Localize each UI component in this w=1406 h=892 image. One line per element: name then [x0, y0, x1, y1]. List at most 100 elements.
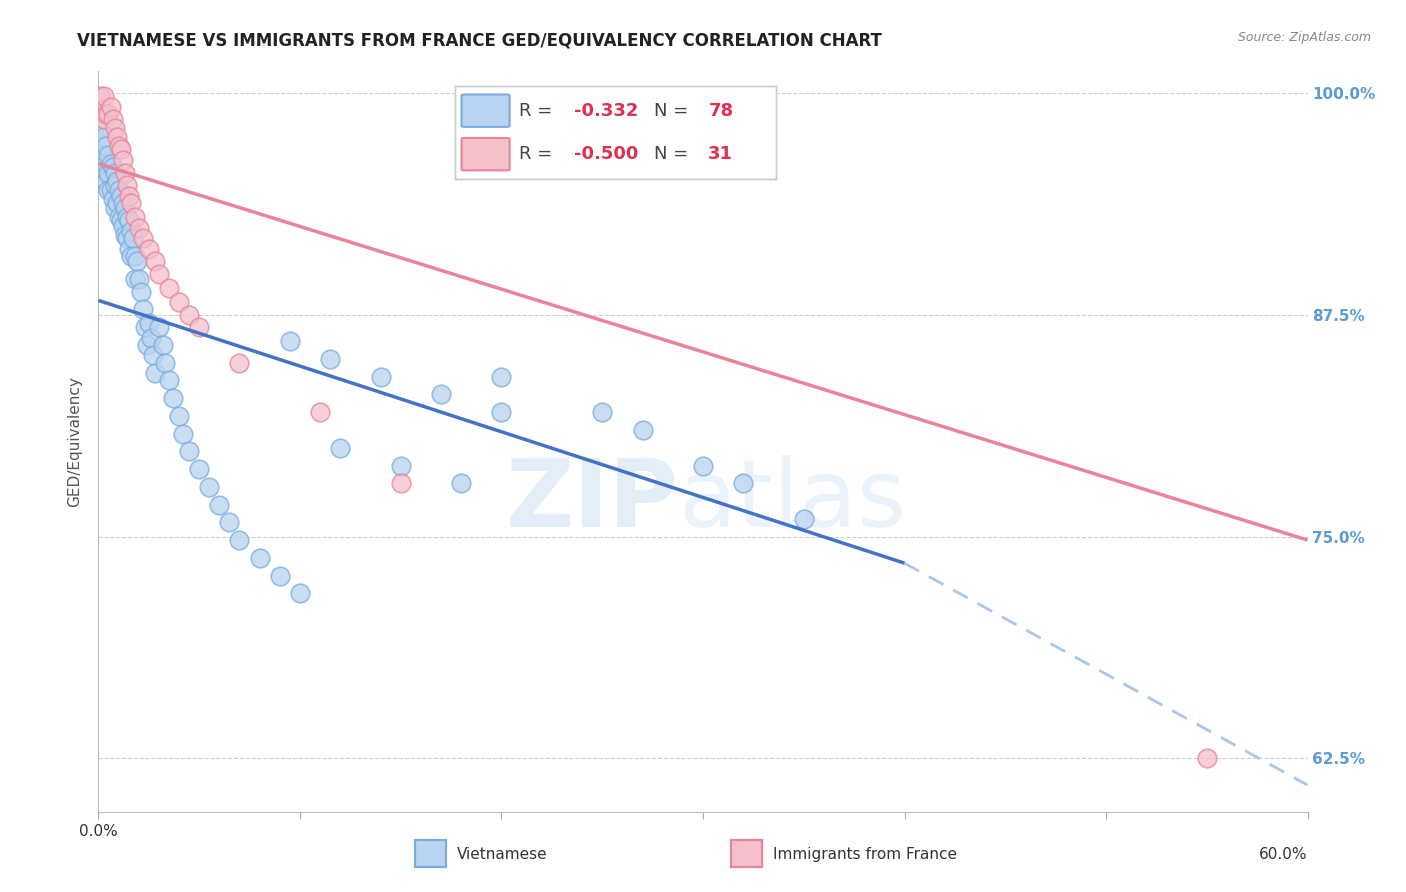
- Point: [793, 512, 815, 526]
- Point: [118, 188, 141, 202]
- Point: [162, 391, 184, 405]
- Point: [96, 139, 118, 153]
- Point: [91, 121, 114, 136]
- Point: [430, 387, 453, 401]
- Point: [167, 409, 190, 423]
- Point: [107, 183, 129, 197]
- Point: [139, 331, 162, 345]
- Point: [198, 480, 221, 494]
- Point: [107, 210, 129, 224]
- Point: [172, 426, 194, 441]
- Point: [208, 498, 231, 512]
- Point: [96, 174, 118, 188]
- Point: [125, 254, 148, 268]
- Point: [118, 242, 141, 256]
- Point: [93, 130, 115, 145]
- Text: 60.0%: 60.0%: [1260, 847, 1308, 863]
- Point: [97, 148, 120, 162]
- Point: [138, 317, 160, 331]
- Text: Immigrants from France: Immigrants from France: [773, 847, 957, 862]
- Point: [329, 441, 352, 455]
- Point: [631, 423, 654, 437]
- Point: [110, 213, 132, 227]
- Point: [105, 195, 128, 210]
- Point: [143, 254, 166, 268]
- Text: ZIP: ZIP: [506, 455, 679, 547]
- Point: [491, 369, 513, 384]
- Point: [135, 338, 157, 352]
- Point: [249, 550, 271, 565]
- Point: [591, 405, 613, 419]
- Point: [692, 458, 714, 473]
- Point: [132, 302, 155, 317]
- Point: [129, 285, 152, 299]
- Point: [179, 308, 201, 322]
- Text: Source: ZipAtlas.com: Source: ZipAtlas.com: [1237, 31, 1371, 45]
- Point: [128, 272, 150, 286]
- Point: [188, 320, 211, 334]
- Point: [450, 476, 472, 491]
- Point: [132, 231, 155, 245]
- Point: [228, 355, 250, 369]
- Point: [120, 224, 142, 238]
- Point: [107, 139, 129, 153]
- Point: [118, 213, 141, 227]
- Point: [101, 112, 124, 127]
- Point: [103, 201, 125, 215]
- Text: atlas: atlas: [679, 455, 907, 547]
- Point: [121, 231, 143, 245]
- Point: [228, 533, 250, 547]
- Y-axis label: GED/Equivalency: GED/Equivalency: [67, 376, 83, 507]
- Point: [89, 157, 111, 171]
- Point: [100, 157, 122, 171]
- Point: [491, 405, 513, 419]
- Point: [179, 444, 201, 458]
- Point: [278, 334, 301, 349]
- Point: [110, 188, 132, 202]
- Point: [115, 231, 138, 245]
- Point: [143, 366, 166, 380]
- Point: [218, 516, 240, 530]
- Point: [114, 201, 136, 215]
- Point: [1195, 751, 1218, 765]
- Point: [110, 143, 132, 157]
- Point: [91, 103, 114, 118]
- Point: [96, 107, 118, 121]
- Point: [97, 183, 120, 197]
- Point: [269, 568, 291, 582]
- Text: Vietnamese: Vietnamese: [457, 847, 547, 862]
- Point: [389, 476, 412, 491]
- Point: [148, 267, 170, 281]
- Point: [101, 192, 124, 206]
- Point: [89, 89, 111, 103]
- Point: [288, 586, 311, 600]
- Point: [120, 249, 142, 263]
- Point: [114, 227, 136, 242]
- Point: [111, 195, 134, 210]
- Point: [103, 178, 125, 192]
- Point: [124, 272, 146, 286]
- Point: [128, 220, 150, 235]
- Point: [148, 320, 170, 334]
- Text: VIETNAMESE VS IMMIGRANTS FROM FRANCE GED/EQUIVALENCY CORRELATION CHART: VIETNAMESE VS IMMIGRANTS FROM FRANCE GED…: [77, 31, 882, 49]
- Point: [124, 210, 146, 224]
- Point: [138, 242, 160, 256]
- Point: [114, 165, 136, 179]
- Point: [370, 369, 392, 384]
- Point: [115, 210, 138, 224]
- Point: [120, 195, 142, 210]
- Point: [142, 348, 165, 362]
- Point: [105, 130, 128, 145]
- Point: [111, 219, 134, 233]
- Point: [319, 351, 342, 366]
- Point: [111, 153, 134, 168]
- Point: [101, 160, 124, 174]
- Point: [124, 249, 146, 263]
- Point: [91, 139, 114, 153]
- Point: [134, 320, 156, 334]
- Point: [167, 295, 190, 310]
- Point: [96, 157, 118, 171]
- Point: [93, 89, 115, 103]
- Point: [93, 148, 115, 162]
- Point: [389, 458, 412, 473]
